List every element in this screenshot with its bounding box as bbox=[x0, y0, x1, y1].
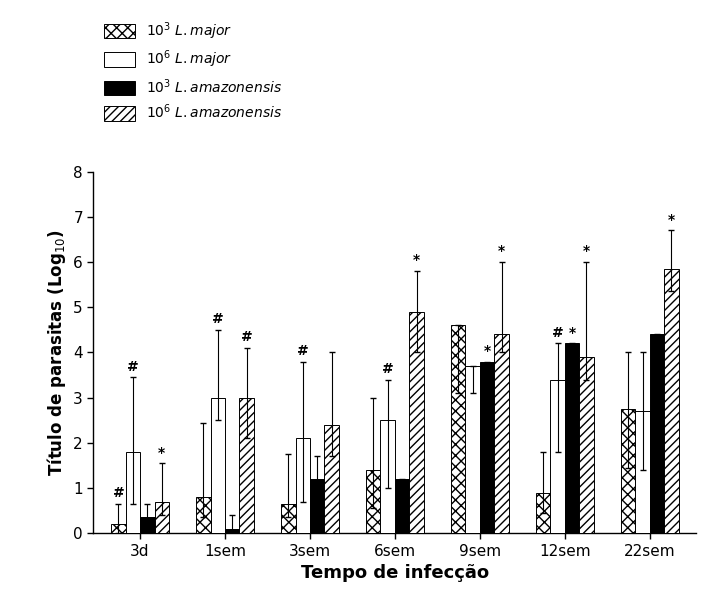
Bar bbox=[536, 493, 551, 533]
Text: #: # bbox=[297, 344, 309, 358]
Text: *: * bbox=[483, 344, 490, 358]
Bar bbox=[196, 497, 210, 533]
Bar bbox=[451, 326, 465, 533]
Bar bbox=[126, 452, 140, 533]
Text: *: * bbox=[668, 213, 675, 227]
Bar bbox=[551, 379, 565, 533]
Text: #: # bbox=[113, 486, 124, 500]
Bar bbox=[635, 411, 650, 533]
Bar bbox=[494, 335, 509, 533]
Bar bbox=[281, 504, 296, 533]
Bar bbox=[310, 479, 325, 533]
Text: *: * bbox=[498, 245, 505, 259]
Text: #: # bbox=[241, 330, 253, 345]
Bar bbox=[409, 312, 424, 533]
Bar bbox=[480, 362, 494, 533]
Text: *: * bbox=[413, 254, 420, 267]
Text: *: * bbox=[583, 245, 590, 259]
Bar bbox=[154, 501, 169, 533]
Bar bbox=[239, 398, 254, 533]
Bar bbox=[664, 269, 679, 533]
Legend: $10^3$ $\it{L.major}$, $10^6$ $\it{L.major}$, $10^3$ $\it{L.amazonensis}$, $10^6: $10^3$ $\it{L.major}$, $10^6$ $\it{L.maj… bbox=[101, 16, 286, 126]
Bar bbox=[296, 438, 310, 533]
Bar bbox=[381, 421, 395, 533]
Text: #: # bbox=[212, 312, 224, 326]
Bar bbox=[465, 366, 480, 533]
Bar bbox=[650, 335, 664, 533]
Text: #: # bbox=[127, 360, 139, 374]
Y-axis label: Título de parasitas (Log$_{10}$): Título de parasitas (Log$_{10}$) bbox=[45, 229, 67, 476]
Bar bbox=[325, 425, 339, 533]
Bar bbox=[621, 409, 635, 533]
Text: *: * bbox=[158, 446, 165, 460]
Text: #: # bbox=[382, 362, 393, 376]
Bar bbox=[579, 357, 594, 533]
Bar bbox=[225, 529, 239, 533]
Bar bbox=[395, 479, 409, 533]
Text: #: # bbox=[551, 326, 564, 340]
X-axis label: Tempo de infecção: Tempo de infecção bbox=[301, 565, 489, 582]
Text: *: * bbox=[569, 326, 576, 340]
Bar bbox=[210, 398, 225, 533]
Bar bbox=[366, 470, 381, 533]
Bar bbox=[565, 343, 579, 533]
Bar bbox=[140, 517, 154, 533]
Bar bbox=[111, 524, 126, 533]
